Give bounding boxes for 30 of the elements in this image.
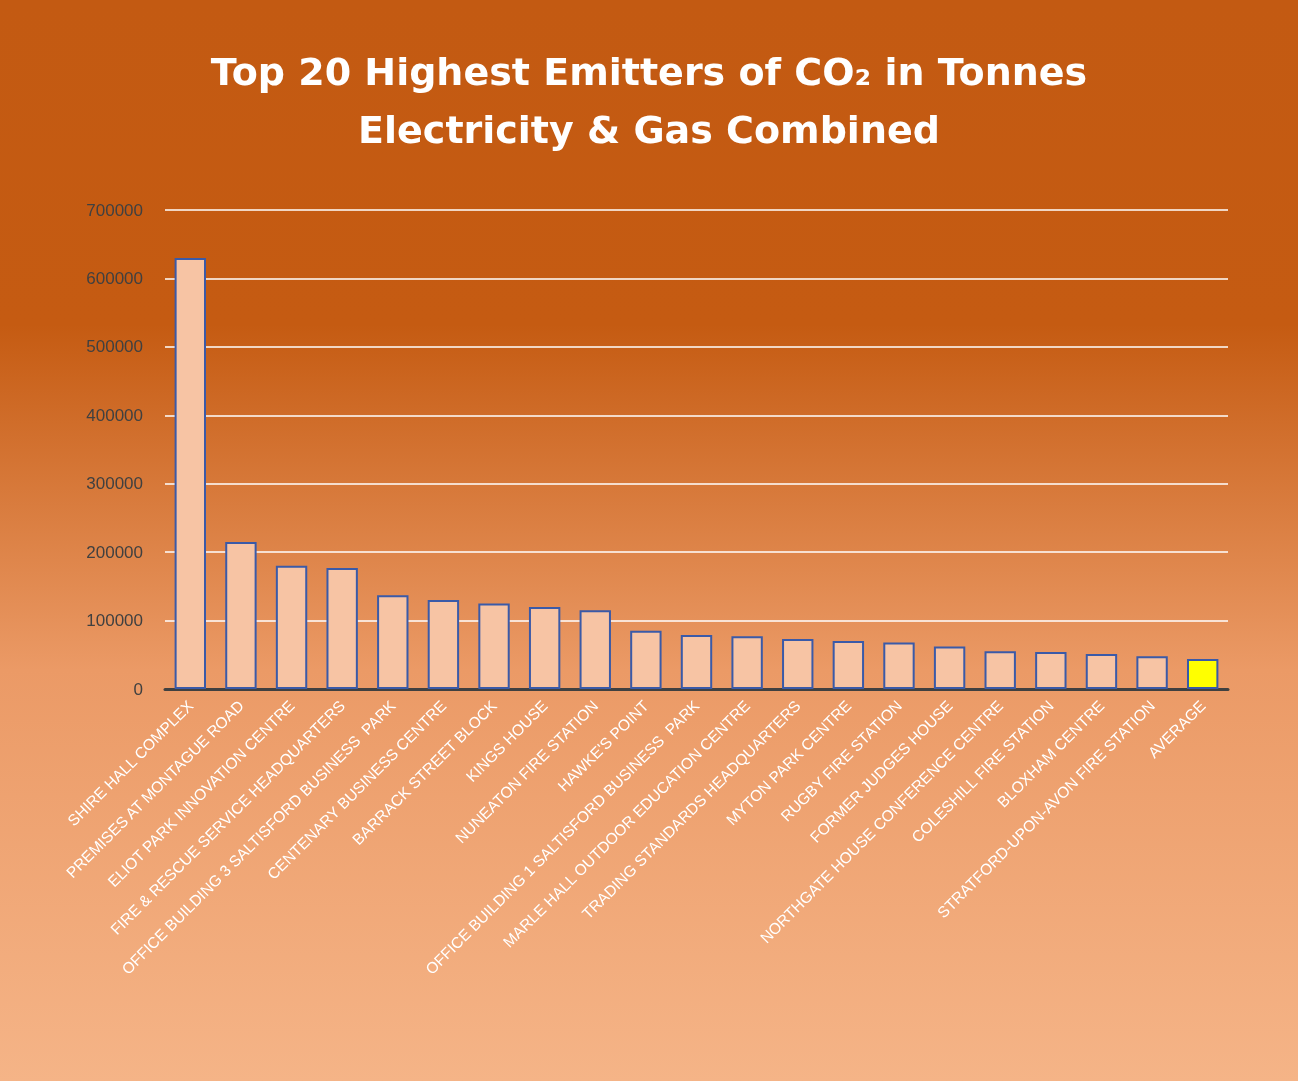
bar — [478, 603, 510, 689]
bar — [1085, 654, 1118, 689]
bar — [1136, 656, 1168, 689]
y-tick-label: 400000 — [86, 405, 143, 425]
bar — [883, 642, 915, 689]
bar — [782, 639, 814, 689]
bar — [933, 646, 966, 689]
bar — [1187, 658, 1219, 689]
bar — [174, 257, 206, 689]
bar — [275, 565, 308, 689]
bar — [427, 600, 460, 689]
bar — [984, 651, 1016, 689]
bar — [731, 636, 763, 689]
y-tick-label: 700000 — [86, 200, 143, 220]
bar — [225, 541, 257, 689]
bar — [528, 606, 561, 689]
chart-title: Top 20 Highest Emitters of CO₂ in Tonnes Electricity & Gas Combined — [210, 50, 1088, 152]
bar — [1035, 652, 1067, 689]
y-tick-label: 100000 — [86, 611, 143, 631]
y-tick-label: 200000 — [86, 542, 143, 562]
bar — [579, 610, 611, 689]
y-tick-label: 0 — [133, 679, 143, 699]
bar — [832, 641, 865, 689]
bar — [326, 567, 358, 689]
y-tick-label: 500000 — [86, 337, 143, 357]
bar — [680, 634, 713, 689]
y-tick-label: 300000 — [86, 474, 143, 494]
y-tick-label: 600000 — [86, 268, 143, 288]
bar — [630, 630, 662, 689]
bar — [377, 595, 409, 689]
